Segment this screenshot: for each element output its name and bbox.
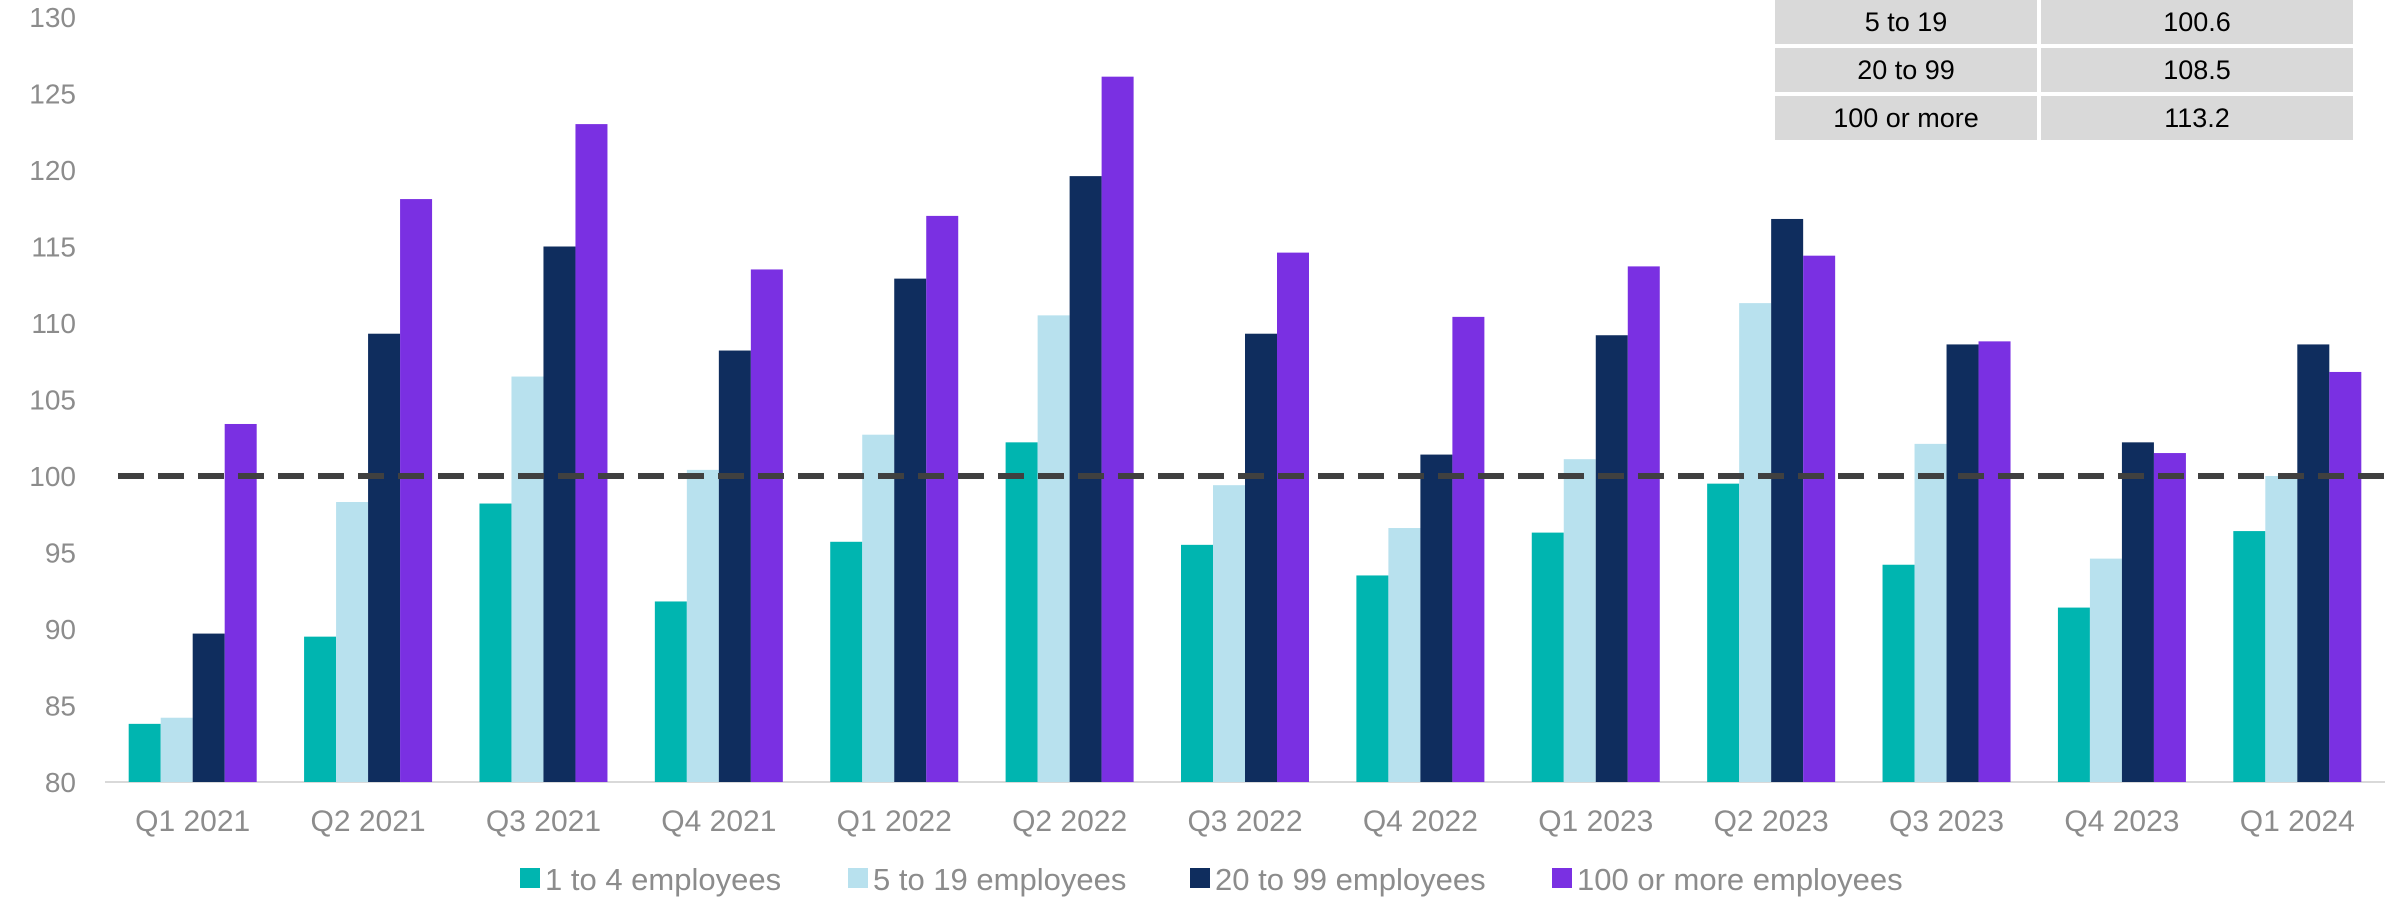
bars bbox=[128, 76, 2362, 783]
bar bbox=[1978, 341, 2011, 782]
bar bbox=[2265, 476, 2298, 782]
y-tick-label: 110 bbox=[31, 308, 76, 339]
bar bbox=[2329, 371, 2362, 782]
y-tick-label: 105 bbox=[29, 385, 76, 416]
x-tick-label: Q4 2023 bbox=[2064, 805, 2179, 838]
x-tick-label: Q3 2023 bbox=[1889, 805, 2004, 838]
y-axis: 80 85 90 95 100 105 110 115 120 125 130 bbox=[29, 2, 76, 798]
bar bbox=[192, 633, 225, 782]
bar bbox=[160, 717, 193, 782]
bar bbox=[750, 269, 783, 782]
bar bbox=[1245, 333, 1277, 782]
x-axis: Q1 2021 Q2 2021 Q3 2021 Q4 2021 Q1 2022 Q2 20… bbox=[135, 805, 2355, 838]
bar bbox=[1739, 303, 1772, 782]
x-tick-label: Q1 2023 bbox=[1538, 805, 1653, 838]
x-tick-label: Q2 2021 bbox=[311, 805, 426, 838]
table-cell-group: 20 to 99 bbox=[1775, 48, 2037, 92]
bar bbox=[224, 423, 257, 782]
bar bbox=[336, 502, 369, 782]
bar bbox=[1420, 454, 1453, 782]
y-tick-label: 130 bbox=[29, 2, 76, 33]
table-cell-value: 113.2 bbox=[2041, 96, 2353, 140]
bar bbox=[1563, 459, 1596, 782]
bar bbox=[575, 124, 608, 783]
table-cell-value: 100.6 bbox=[2041, 0, 2353, 44]
bar bbox=[2233, 531, 2266, 782]
table-cell-value: 108.5 bbox=[2041, 48, 2353, 92]
bar bbox=[2121, 442, 2154, 782]
bar bbox=[2089, 558, 2122, 782]
bar bbox=[128, 723, 161, 782]
bar bbox=[1005, 442, 1038, 782]
bar bbox=[2057, 607, 2090, 782]
bar bbox=[1452, 316, 1485, 782]
bar bbox=[479, 503, 512, 782]
legend-swatch bbox=[848, 868, 868, 888]
x-tick-label: Q3 2022 bbox=[1187, 805, 1302, 838]
bar bbox=[400, 199, 433, 782]
bar bbox=[1771, 218, 1804, 782]
y-tick-label: 95 bbox=[45, 538, 76, 569]
x-tick-label: Q3 2021 bbox=[486, 805, 601, 838]
table-cell-group: 5 to 19 bbox=[1775, 0, 2037, 44]
y-tick-label: 80 bbox=[45, 767, 76, 798]
bar bbox=[1356, 575, 1389, 782]
bar bbox=[718, 350, 751, 782]
bar bbox=[1914, 443, 1947, 782]
bar bbox=[511, 376, 544, 782]
bar bbox=[1803, 255, 1836, 782]
x-tick-label: Q1 2021 bbox=[135, 805, 250, 838]
y-tick-label: 120 bbox=[29, 155, 76, 186]
bar bbox=[862, 434, 895, 782]
bar bbox=[2297, 344, 2330, 782]
bar bbox=[1277, 252, 1309, 782]
legend-swatch bbox=[1190, 868, 1210, 888]
bar bbox=[1882, 564, 1915, 782]
bar bbox=[1213, 485, 1245, 782]
legend-label: 5 to 19 employees bbox=[873, 862, 1126, 897]
table-row: 100 or more 113.2 bbox=[1775, 96, 2353, 140]
bar bbox=[926, 215, 959, 782]
table-row: 5 to 19 100.6 bbox=[1775, 0, 2353, 44]
bar bbox=[1101, 76, 1134, 783]
bar bbox=[2153, 453, 2186, 782]
bar bbox=[1707, 483, 1740, 782]
legend: 1 to 4 employees 5 to 19 employees 20 to 9… bbox=[520, 862, 1903, 897]
bar bbox=[1531, 532, 1564, 782]
y-tick-label: 115 bbox=[31, 232, 76, 263]
bar bbox=[894, 278, 927, 782]
value-table: 5 to 19 100.6 20 to 99 108.5 100 or more 113.… bbox=[1771, 0, 2357, 144]
bar bbox=[1595, 335, 1628, 782]
y-tick-label: 100 bbox=[29, 461, 76, 492]
x-tick-label: Q1 2022 bbox=[837, 805, 952, 838]
table-row: 20 to 99 108.5 bbox=[1775, 48, 2353, 92]
legend-swatch bbox=[520, 868, 540, 888]
bar bbox=[1627, 266, 1660, 782]
legend-label: 100 or more employees bbox=[1577, 862, 1903, 897]
x-tick-label: Q4 2022 bbox=[1363, 805, 1478, 838]
bar bbox=[686, 469, 719, 782]
x-tick-label: Q2 2023 bbox=[1714, 805, 1829, 838]
x-tick-label: Q2 2022 bbox=[1012, 805, 1127, 838]
bar bbox=[1181, 544, 1213, 782]
x-tick-label: Q4 2021 bbox=[661, 805, 776, 838]
bar bbox=[830, 541, 863, 782]
bar bbox=[1946, 344, 1979, 782]
bar bbox=[368, 333, 401, 782]
table-cell-group: 100 or more bbox=[1775, 96, 2037, 140]
bar bbox=[654, 601, 687, 782]
bar bbox=[1388, 528, 1421, 782]
legend-label: 20 to 99 employees bbox=[1215, 862, 1486, 897]
y-tick-label: 85 bbox=[45, 691, 76, 722]
y-tick-label: 90 bbox=[45, 614, 76, 645]
bar bbox=[1037, 315, 1070, 782]
legend-swatch bbox=[1552, 868, 1572, 888]
x-tick-label: Q1 2024 bbox=[2240, 805, 2355, 838]
y-tick-label: 125 bbox=[29, 79, 76, 110]
bar bbox=[543, 246, 576, 782]
bar bbox=[1069, 176, 1102, 782]
legend-label: 1 to 4 employees bbox=[545, 862, 781, 897]
bar bbox=[304, 636, 337, 782]
